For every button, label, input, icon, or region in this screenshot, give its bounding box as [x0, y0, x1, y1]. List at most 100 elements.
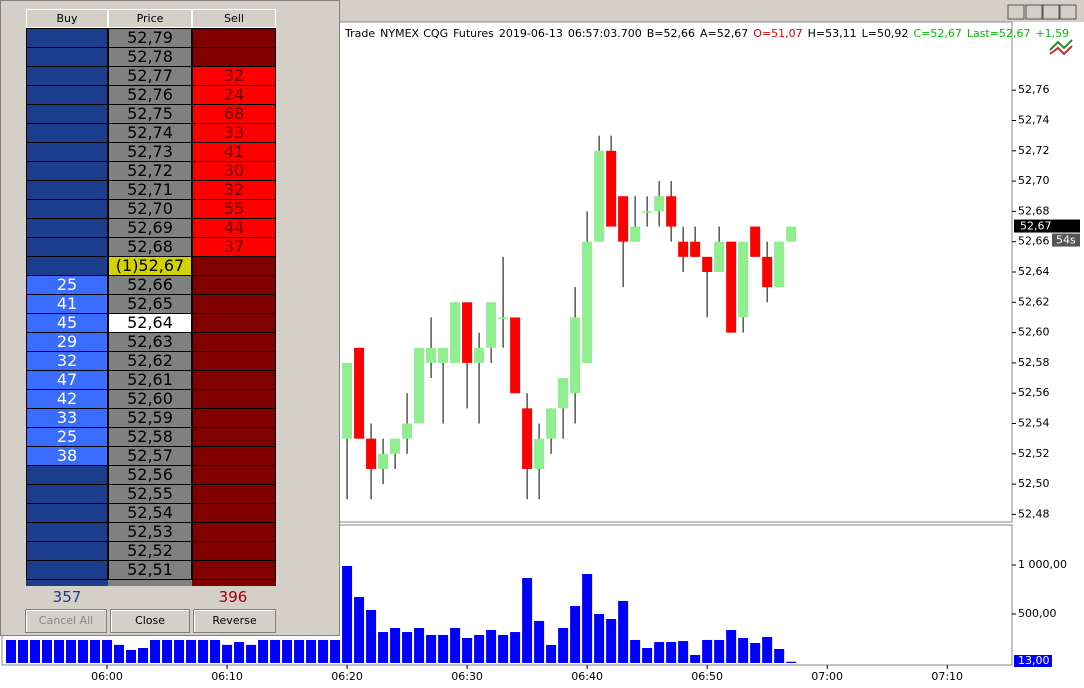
- candle-body: [534, 438, 545, 469]
- sell-cell: [192, 503, 276, 523]
- y-tick-label: 1 000,00: [1018, 558, 1067, 571]
- volume-bar: [54, 639, 65, 663]
- sell-cell: 24: [192, 85, 276, 105]
- candle-body: [690, 241, 701, 257]
- candle-body: [606, 150, 617, 227]
- volume-bar: [642, 648, 653, 663]
- volume-bar: [390, 628, 401, 663]
- info-item: Trade: [344, 27, 375, 40]
- price-cell: 52,72: [108, 161, 192, 181]
- sell-cell: [192, 351, 276, 371]
- candle-body: [774, 241, 785, 288]
- volume-bar: [174, 639, 185, 663]
- volume-bar: [234, 642, 245, 663]
- sell-cell: [192, 389, 276, 409]
- volume-bar: [474, 634, 485, 663]
- sell-cell: [192, 484, 276, 504]
- x-tick-label: 06:20: [331, 670, 363, 683]
- timer-badge: [1052, 233, 1080, 247]
- volume-bar: [366, 609, 377, 663]
- volume-bar: [570, 605, 581, 663]
- volume-bar: [270, 639, 281, 663]
- buy-cell: 38: [26, 446, 108, 466]
- buy-cell: [26, 123, 108, 143]
- buy-cell: [26, 503, 108, 523]
- candle-body: [486, 302, 497, 348]
- buy-total: 357: [52, 588, 82, 606]
- buy-cell: 25: [26, 275, 108, 295]
- volume-bar: [522, 578, 533, 663]
- buy-cell: [26, 85, 108, 105]
- volume-bar: [714, 639, 725, 663]
- price-cell: 52,61: [108, 370, 192, 390]
- buy-cell: [26, 560, 108, 580]
- volume-bar: [18, 639, 29, 663]
- volume-bar: [30, 639, 41, 663]
- close-button[interactable]: [1059, 4, 1077, 20]
- volume-bar: [510, 632, 521, 663]
- volume-bar: [318, 639, 329, 663]
- price-cell: 52,58: [108, 427, 192, 447]
- info-item: L=50,92: [862, 27, 909, 40]
- candle-body: [642, 211, 653, 213]
- candle-body: [738, 241, 749, 318]
- buy-cell: 33: [26, 408, 108, 428]
- volume-bar: [354, 597, 365, 663]
- price-badge: [1014, 219, 1080, 233]
- price-cell: 52,68: [108, 237, 192, 257]
- candle-body: [582, 241, 593, 363]
- sell-cell: 44: [192, 218, 276, 238]
- sell-cell: [192, 560, 276, 580]
- price-cell: 52,53: [108, 522, 192, 542]
- candle-body: [378, 453, 389, 469]
- button[interactable]: Reverse: [193, 609, 276, 633]
- price-cell: 52,70: [108, 199, 192, 219]
- sell-cell: 55: [192, 199, 276, 219]
- volume-bar: [90, 639, 101, 663]
- info-item: +1,59: [1035, 27, 1069, 40]
- indicator-icon[interactable]: [1049, 39, 1073, 51]
- y-tick-label: 52,50: [1018, 477, 1050, 490]
- buy-cell: [26, 484, 108, 504]
- candle-body: [366, 438, 377, 469]
- candle-body: [546, 408, 557, 439]
- minimize-button[interactable]: [1025, 4, 1043, 20]
- price-cell: 52,79: [108, 28, 192, 48]
- volume-bar: [666, 642, 677, 663]
- volume-bar: [282, 639, 293, 663]
- sell-cell: 68: [192, 104, 276, 124]
- buy-cell: [26, 522, 108, 542]
- info-item: C=52,67: [913, 27, 961, 40]
- y-tick-label: 52,54: [1018, 417, 1050, 430]
- buy-cell: [26, 142, 108, 162]
- maximize-button[interactable]: [1042, 4, 1060, 20]
- info-item: Last=52,67: [967, 27, 1031, 40]
- candle-body: [426, 347, 437, 363]
- candle-body: [390, 438, 401, 454]
- button[interactable]: Cancel All: [25, 609, 107, 633]
- candle-body: [342, 362, 353, 439]
- x-tick-label: 06:30: [451, 670, 483, 683]
- restore-icon[interactable]: [1007, 4, 1025, 20]
- info-item: 06:57:03.700: [568, 27, 642, 40]
- sell-total: 396: [218, 588, 248, 606]
- price-cell: 52,65: [108, 294, 192, 314]
- volume-bar: [6, 639, 17, 663]
- volume-bar: [450, 628, 461, 663]
- price-cell: 52,71: [108, 180, 192, 200]
- buy-cell: 45: [26, 313, 108, 333]
- info-item: A=52,67: [700, 27, 748, 40]
- button[interactable]: Close: [110, 609, 190, 633]
- candle-body: [402, 423, 413, 439]
- volume-bar: [378, 632, 389, 663]
- buy-cell: [26, 104, 108, 124]
- volume-bar: [750, 643, 761, 663]
- sell-cell: 37: [192, 237, 276, 257]
- candle-body: [786, 226, 797, 242]
- price-cell: 52,57: [108, 446, 192, 466]
- buy-cell: [26, 218, 108, 238]
- candle-body: [498, 317, 509, 319]
- buy-cell: [26, 199, 108, 219]
- volume-bar: [138, 648, 149, 663]
- buy-cell: 25: [26, 427, 108, 447]
